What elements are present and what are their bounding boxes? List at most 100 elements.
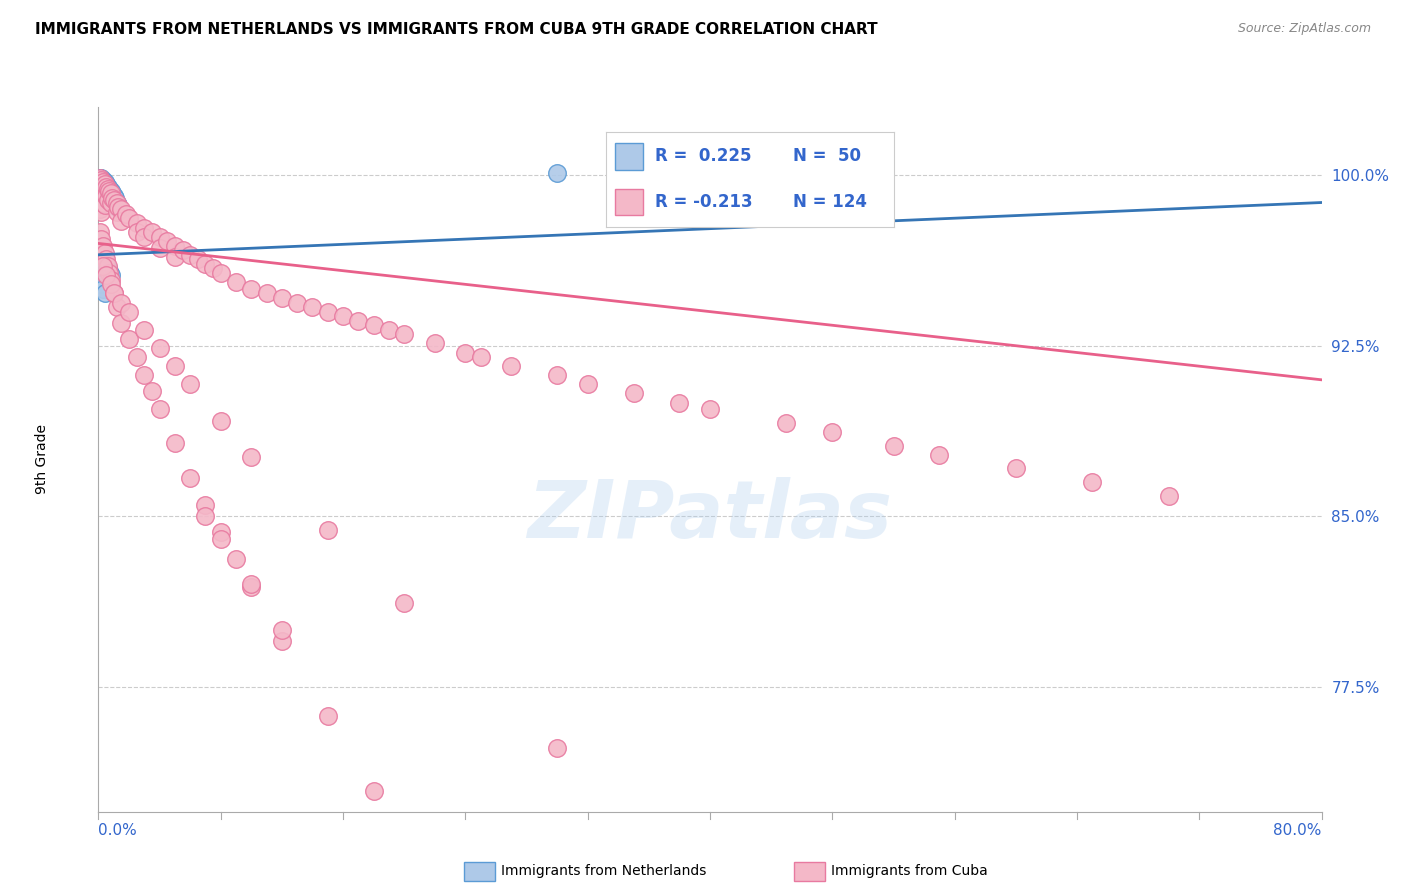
Point — [576, 377, 599, 392]
Point — [392, 596, 416, 610]
Point — [454, 345, 477, 359]
Point — [194, 498, 217, 512]
Point — [91, 173, 114, 187]
Point — [103, 188, 125, 202]
Point — [98, 184, 121, 198]
Point — [100, 277, 122, 292]
Point — [91, 248, 114, 262]
Point — [546, 741, 568, 756]
Point — [107, 198, 129, 212]
Point — [91, 259, 114, 273]
Point — [103, 286, 125, 301]
Point — [93, 178, 115, 192]
Point — [89, 188, 111, 202]
Point — [91, 175, 114, 189]
Point — [141, 384, 163, 399]
Point — [110, 213, 132, 227]
Point — [91, 238, 114, 252]
Point — [89, 173, 111, 187]
Point — [100, 188, 122, 202]
Point — [103, 193, 125, 207]
Point — [90, 232, 112, 246]
Text: Immigrants from Netherlands: Immigrants from Netherlands — [501, 864, 706, 879]
Point — [225, 275, 247, 289]
Point — [115, 207, 138, 221]
Point — [623, 386, 645, 401]
Point — [97, 182, 120, 196]
Point — [89, 175, 111, 189]
Point — [194, 257, 217, 271]
Point — [105, 300, 128, 314]
Point — [821, 425, 844, 439]
Point — [100, 184, 122, 198]
Point — [105, 195, 128, 210]
Point — [546, 166, 568, 180]
Point — [332, 309, 354, 323]
Point — [125, 216, 148, 230]
Text: R = -0.213: R = -0.213 — [655, 193, 752, 211]
Point — [149, 402, 172, 417]
Point — [187, 252, 209, 267]
Point — [363, 784, 385, 798]
Point — [93, 182, 115, 196]
Point — [90, 173, 112, 187]
Point — [149, 229, 172, 244]
Point — [163, 359, 186, 374]
Point — [98, 182, 121, 196]
Text: R =  0.225: R = 0.225 — [655, 147, 751, 165]
Point — [89, 179, 111, 194]
Point — [90, 173, 112, 187]
Point — [93, 178, 115, 192]
Point — [100, 186, 122, 201]
Point — [209, 532, 232, 546]
Point — [209, 414, 232, 428]
Text: IMMIGRANTS FROM NETHERLANDS VS IMMIGRANTS FROM CUBA 9TH GRADE CORRELATION CHART: IMMIGRANTS FROM NETHERLANDS VS IMMIGRANT… — [35, 22, 877, 37]
Text: Source: ZipAtlas.com: Source: ZipAtlas.com — [1237, 22, 1371, 36]
Point — [240, 580, 263, 594]
Point — [89, 170, 111, 185]
Point — [883, 439, 905, 453]
Point — [110, 202, 132, 217]
Point — [93, 252, 115, 267]
Point — [94, 188, 117, 202]
Point — [91, 179, 114, 194]
Point — [209, 525, 232, 540]
Point — [141, 225, 163, 239]
Point — [1081, 475, 1104, 489]
Point — [93, 286, 115, 301]
Point — [90, 277, 112, 292]
Point — [90, 204, 112, 219]
Point — [91, 184, 114, 198]
Point — [97, 179, 120, 194]
Point — [240, 577, 263, 591]
Point — [134, 220, 156, 235]
Point — [94, 178, 117, 192]
Point — [209, 266, 232, 280]
Point — [90, 182, 112, 196]
Point — [90, 191, 112, 205]
Point — [699, 887, 721, 892]
Point — [172, 244, 194, 258]
Point — [91, 184, 114, 198]
Point — [928, 448, 950, 462]
Point — [378, 323, 401, 337]
Point — [91, 175, 114, 189]
Point — [89, 225, 111, 239]
Point — [94, 188, 117, 202]
Point — [270, 291, 292, 305]
Point — [97, 191, 120, 205]
Point — [775, 416, 797, 430]
Point — [93, 186, 115, 201]
Point — [94, 268, 117, 283]
Point — [90, 178, 112, 192]
Point — [163, 238, 186, 252]
Point — [156, 234, 179, 248]
Point — [179, 248, 201, 262]
Point — [97, 193, 120, 207]
Point — [94, 252, 117, 267]
Point — [149, 241, 172, 255]
Point — [105, 195, 128, 210]
Text: Immigrants from Cuba: Immigrants from Cuba — [831, 864, 987, 879]
Point — [93, 186, 115, 201]
Point — [134, 323, 156, 337]
